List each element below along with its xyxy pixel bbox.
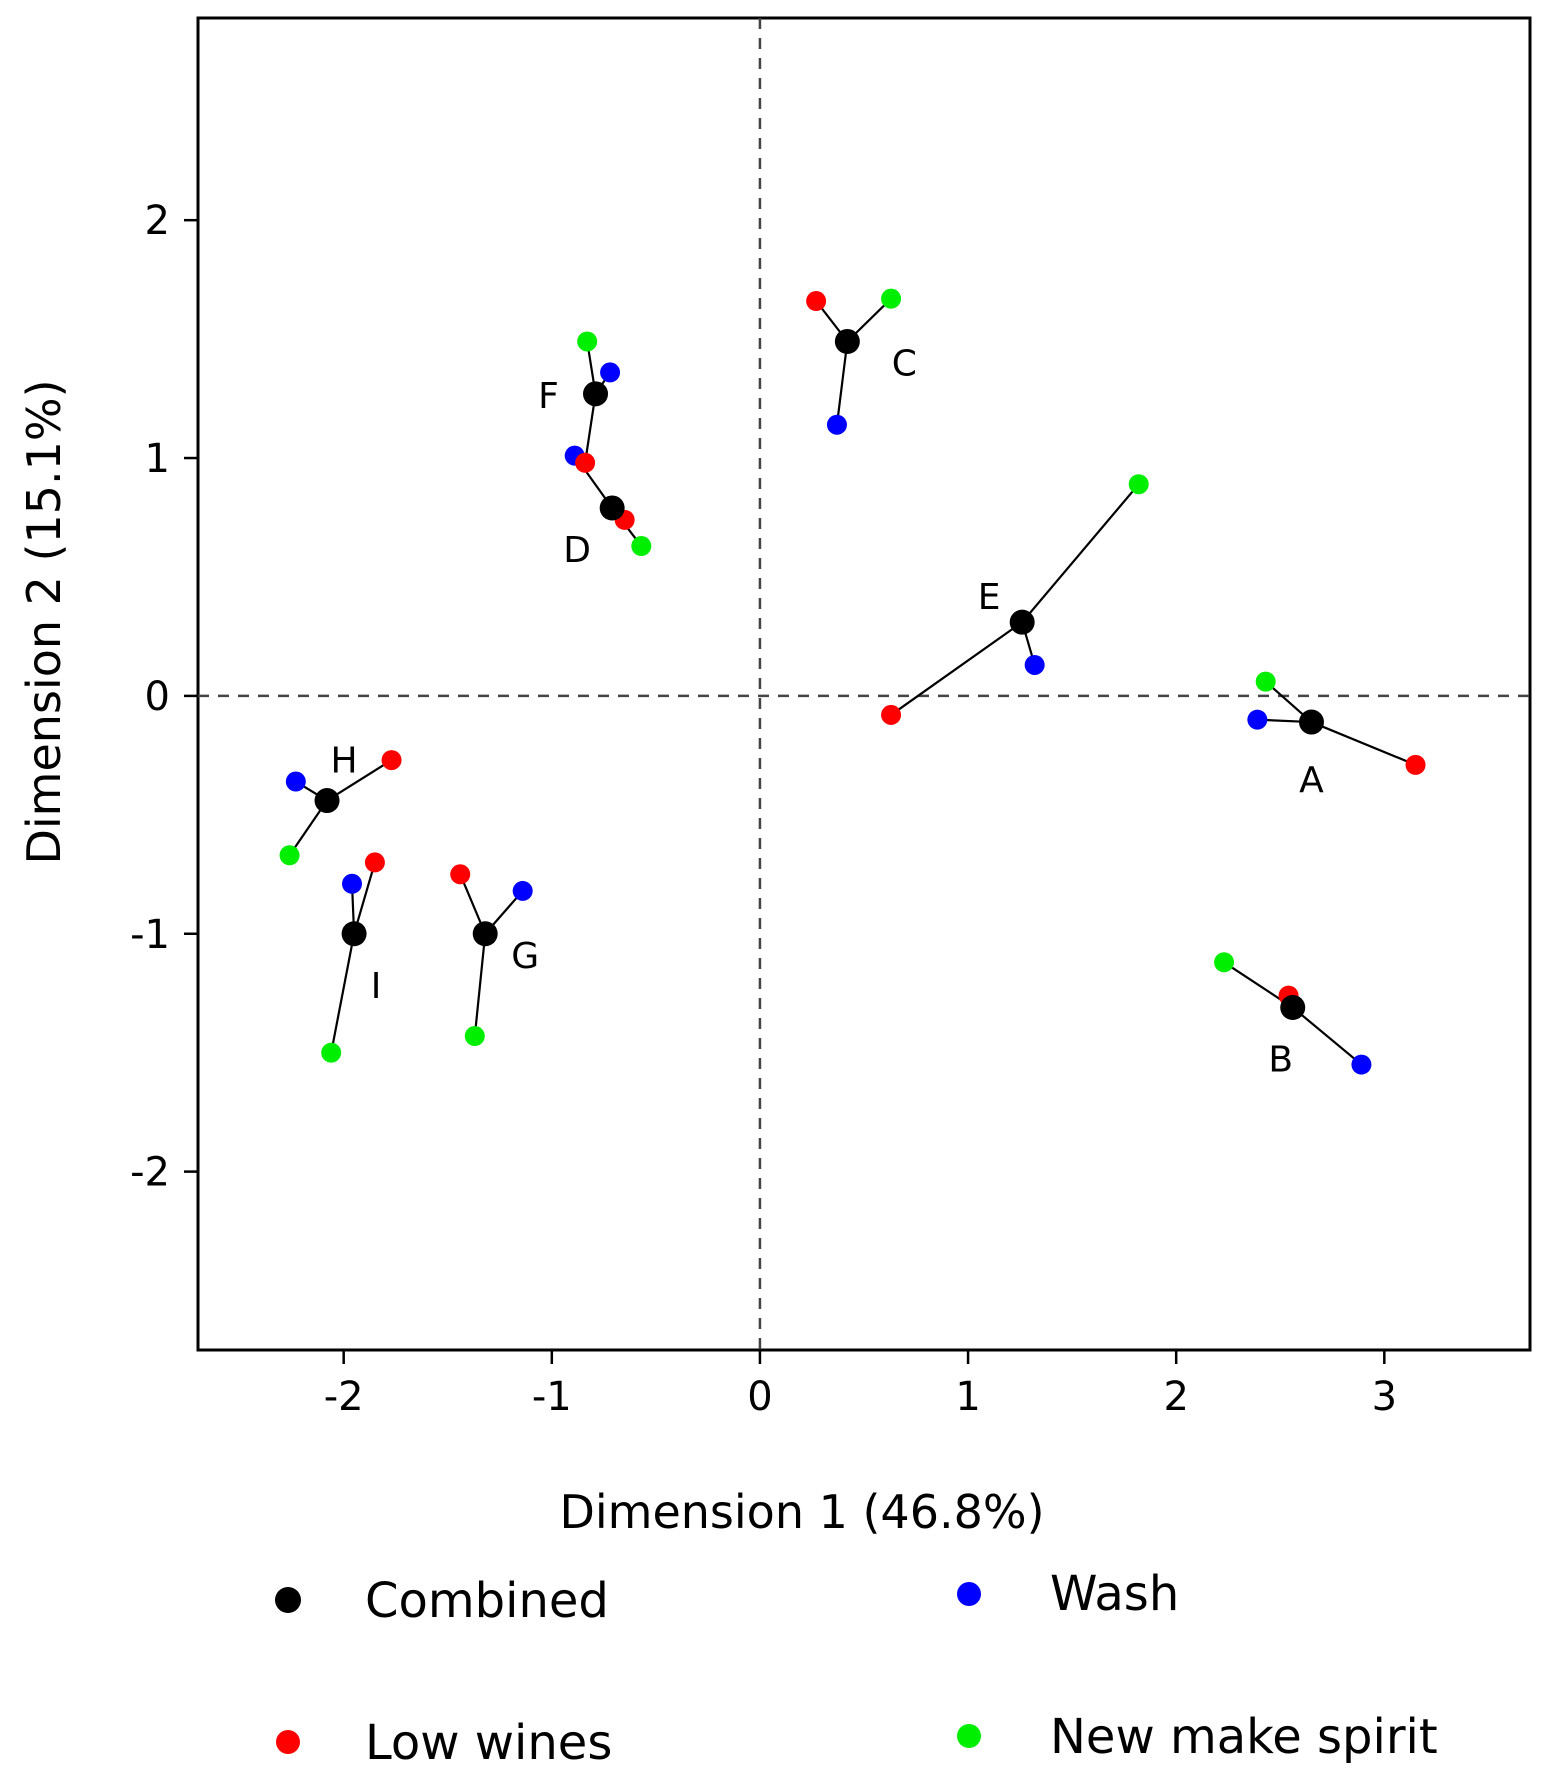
low-wines-point-g (450, 864, 471, 885)
data-points (279, 288, 1426, 1075)
wash-point-c (826, 414, 847, 435)
x-tick-label: 2 (1163, 1374, 1188, 1420)
connector-b (1292, 1006, 1363, 1066)
group-label-h: H (330, 741, 357, 782)
new-make-spirit-point-b (1214, 952, 1235, 973)
reference-lines (198, 18, 1530, 1350)
group-label-i: I (371, 966, 382, 1007)
new-make-spirit-point-c (881, 288, 902, 309)
connector-i (330, 933, 356, 1053)
legend-marker-combined (275, 1587, 301, 1613)
x-tick-label: 0 (747, 1374, 772, 1420)
wash-point-g (512, 880, 533, 901)
connector-c (835, 341, 849, 425)
group-label-c: C (892, 343, 917, 384)
legend-label-low-wines: Low wines (365, 1715, 612, 1771)
connector-g (473, 933, 487, 1037)
legend-label-wash: Wash (1050, 1566, 1179, 1622)
legend: Combined Wash Low wines New make spirit (275, 1566, 1438, 1771)
combined-point-a (1298, 709, 1324, 735)
wash-point-a (1247, 709, 1268, 730)
combined-point-c (834, 328, 860, 354)
wash-point-f (600, 362, 621, 383)
connector-a (1311, 721, 1416, 766)
group-label-g: G (511, 936, 539, 977)
group-label-e: E (978, 577, 1001, 618)
y-axis-title: Dimension 2 (15.1%) (17, 379, 71, 864)
combined-point-g (472, 921, 498, 947)
connector-lines (288, 297, 1416, 1066)
connector-h (326, 759, 393, 802)
group-label-b: B (1268, 1039, 1293, 1080)
new-make-spirit-point-d (631, 536, 652, 557)
wash-point-e (1024, 654, 1045, 675)
combined-point-d (599, 495, 625, 521)
new-make-spirit-point-g (464, 1026, 485, 1047)
legend-marker-new-make-spirit (957, 1724, 981, 1748)
y-tick-label: 1 (145, 436, 170, 482)
y-tick-label: -1 (130, 912, 170, 958)
x-axis-title: Dimension 1 (46.8%) (559, 1485, 1044, 1539)
legend-marker-low-wines (276, 1730, 300, 1754)
connector-e (1021, 483, 1140, 623)
new-make-spirit-point-e (1128, 474, 1149, 495)
legend-label-new-make-spirit: New make spirit (1050, 1709, 1438, 1765)
x-tick-label: -2 (324, 1374, 364, 1420)
low-wines-point-f (575, 452, 596, 473)
y-tick-label: -2 (130, 1150, 170, 1196)
new-make-spirit-point-a (1255, 671, 1276, 692)
new-make-spirit-point-f (577, 331, 598, 352)
combined-point-f (583, 381, 609, 407)
new-make-spirit-point-i (321, 1042, 342, 1063)
group-label-a: A (1299, 760, 1324, 801)
y-tick-label: 2 (145, 198, 170, 244)
low-wines-point-a (1405, 754, 1426, 775)
group-labels: A B C D E F G H I (330, 343, 1324, 1080)
combined-point-h (314, 788, 340, 814)
low-wines-point-i (364, 852, 385, 873)
new-make-spirit-point-h (279, 845, 300, 866)
low-wines-point-c (806, 291, 827, 312)
x-tick-label: 1 (955, 1374, 980, 1420)
group-label-d: D (563, 530, 591, 571)
combined-point-b (1280, 994, 1306, 1020)
wash-point-h (285, 771, 306, 792)
connector-e (890, 621, 1023, 716)
plot-frame (196, 16, 1532, 1352)
group-label-f: F (538, 376, 559, 417)
x-tick-label: 3 (1372, 1374, 1397, 1420)
axes: -2 -1 0 1 2 3 -2 -1 0 1 2 (130, 198, 1397, 1420)
x-tick-label: -1 (532, 1374, 572, 1420)
legend-label-combined: Combined (365, 1573, 609, 1629)
wash-point-b (1351, 1054, 1372, 1075)
y-tick-label: 0 (145, 674, 170, 720)
low-wines-point-e (881, 704, 902, 725)
low-wines-point-h (381, 750, 402, 771)
combined-point-e (1009, 609, 1035, 635)
wash-point-i (342, 873, 363, 894)
legend-marker-wash (957, 1582, 981, 1606)
combined-point-i (341, 921, 367, 947)
